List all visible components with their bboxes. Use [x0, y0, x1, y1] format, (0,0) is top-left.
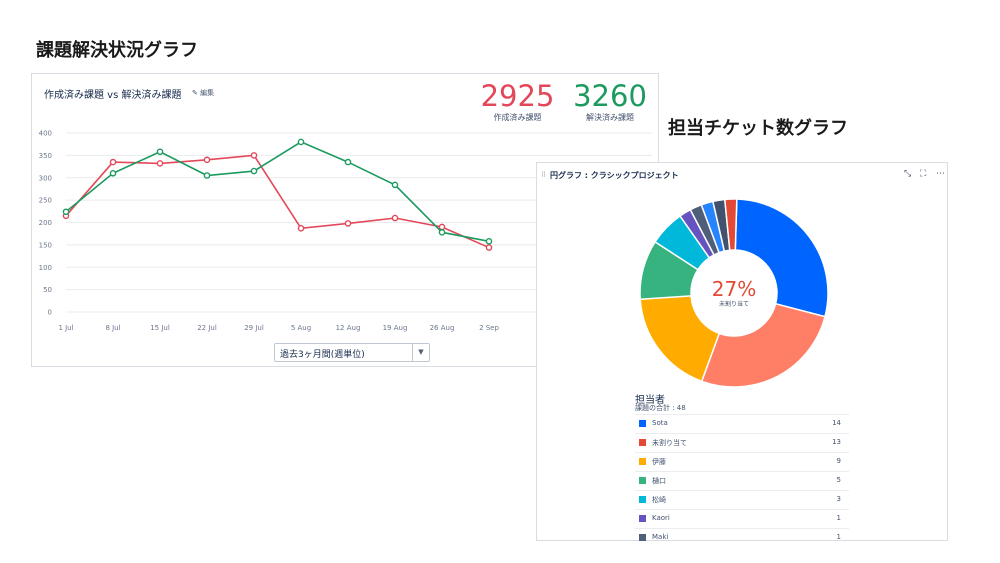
resolved-point — [344, 158, 352, 166]
resolved-total-label: 解決済み課題 — [586, 113, 634, 122]
legend-swatch — [639, 439, 646, 446]
legend-row[interactable]: 松崎 3 — [635, 490, 849, 509]
y-tick-label: 250 — [39, 197, 52, 205]
legend-row[interactable]: Kaori 1 — [635, 509, 849, 528]
x-tick-label: 12 Aug — [336, 324, 361, 332]
resolved-point — [485, 237, 493, 245]
legend-swatch — [639, 534, 646, 541]
x-tick-label: 1 Jul — [58, 324, 73, 332]
series-line-resolved — [65, 141, 490, 243]
created-point — [250, 152, 258, 159]
y-tick-label: 200 — [39, 219, 52, 227]
y-tick-label: 300 — [39, 174, 52, 182]
pie-slice[interactable] — [700, 302, 826, 388]
created-point — [109, 158, 117, 166]
x-tick-label: 2 Sep — [479, 324, 499, 332]
legend-name: 未割り当て — [652, 439, 687, 447]
created-point — [485, 244, 493, 251]
pie-slice[interactable] — [723, 198, 738, 252]
drag-handle-icon[interactable]: ⠿ — [541, 171, 547, 179]
legend-title: 担当者 — [635, 395, 665, 406]
legend-swatch — [639, 496, 646, 503]
x-tick-label: 19 Aug — [383, 324, 408, 332]
line-panel-title: 作成済み課題 vs 解決済み課題 — [44, 90, 182, 101]
created-point — [203, 156, 211, 164]
legend-count: 14 — [832, 419, 841, 427]
resolved-point — [156, 148, 164, 156]
x-tick-label: 15 Jul — [150, 324, 170, 332]
legend-name: Sota — [652, 419, 668, 427]
x-tick-label: 22 Jul — [197, 324, 217, 332]
legend-name: 松崎 — [652, 496, 666, 504]
legend-swatch — [639, 477, 646, 484]
resolved-point — [438, 229, 446, 236]
pie-chart-panel: ⠿ 円グラフ : クラシックプロジェクト ⤡ ⛶ ⋯ 27% 未割り当て 担当者… — [536, 162, 948, 541]
legend-row[interactable]: 樋口 5 — [635, 471, 849, 490]
pie-chart: 27% 未割り当て — [639, 198, 829, 388]
x-tick-label: 26 Aug — [430, 324, 455, 332]
legend-count: 5 — [836, 476, 841, 484]
fullscreen-icon[interactable]: ⛶ — [920, 169, 927, 179]
chevron-down-icon: ▼ — [412, 344, 429, 361]
y-tick-label: 350 — [39, 152, 52, 160]
resolved-point — [62, 208, 70, 216]
legend-swatch — [639, 515, 646, 522]
resolved-point — [203, 172, 211, 179]
legend-count: 9 — [836, 457, 841, 465]
legend-total: 課題の合計 : 48 — [635, 404, 686, 412]
legend-name: 伊藤 — [652, 458, 666, 466]
created-total-label: 作成済み課題 — [493, 113, 542, 122]
center-label: 未割り当て — [719, 300, 749, 308]
series-line-created — [65, 154, 490, 249]
resolved-point — [297, 138, 305, 146]
legend-row[interactable]: Sota 14 — [635, 414, 849, 433]
legend-count: 1 — [836, 533, 841, 541]
pie-panel-title: 円グラフ : クラシックプロジェクト — [550, 171, 679, 180]
resolved-point — [109, 169, 117, 177]
center-percent: 27% — [712, 277, 756, 301]
legend-swatch — [639, 420, 646, 427]
created-total: 2925 — [480, 79, 555, 113]
resolved-total: 3260 — [573, 79, 647, 113]
legend-name: Maki — [652, 533, 669, 541]
created-point — [391, 214, 399, 222]
created-point — [297, 225, 305, 232]
legend-name: Kaori — [652, 514, 670, 522]
created-point — [156, 160, 164, 167]
created-point — [344, 220, 352, 227]
resolved-point — [250, 167, 258, 175]
x-tick-label: 29 Jul — [244, 324, 264, 332]
x-tick-label: 8 Jul — [105, 324, 120, 332]
legend-count: 3 — [836, 495, 841, 503]
created-point — [438, 223, 446, 231]
resolved-point — [391, 181, 399, 189]
pie-slice[interactable] — [734, 198, 829, 318]
legend-row[interactable]: Maki 1 — [635, 528, 849, 547]
period-select-value: 過去3ヶ月間(週単位) — [280, 350, 365, 360]
legend-row[interactable]: 未割り当て 13 — [635, 433, 849, 452]
assignee-tickets-heading: 担当チケット数グラフ — [668, 118, 848, 139]
more-icon[interactable]: ⋯ — [936, 169, 945, 179]
shrink-icon[interactable]: ⤡ — [904, 169, 912, 179]
legend-name: 樋口 — [652, 477, 666, 485]
legend-row[interactable]: 伊藤 9 — [635, 452, 849, 471]
edit-link[interactable]: ✎ 編集 — [192, 89, 215, 97]
legend-swatch — [639, 458, 646, 465]
legend-count: 1 — [836, 514, 841, 522]
period-select[interactable]: 過去3ヶ月間(週単位) ▼ — [274, 343, 430, 362]
y-tick-label: 150 — [39, 241, 52, 249]
y-tick-label: 50 — [43, 286, 52, 294]
y-tick-label: 400 — [39, 130, 52, 138]
y-tick-label: 100 — [39, 264, 52, 272]
x-tick-label: 5 Aug — [291, 324, 311, 332]
y-tick-label: 0 — [48, 309, 52, 317]
issue-resolution-heading: 課題解決状況グラフ — [36, 40, 198, 61]
legend-count: 13 — [832, 438, 841, 446]
